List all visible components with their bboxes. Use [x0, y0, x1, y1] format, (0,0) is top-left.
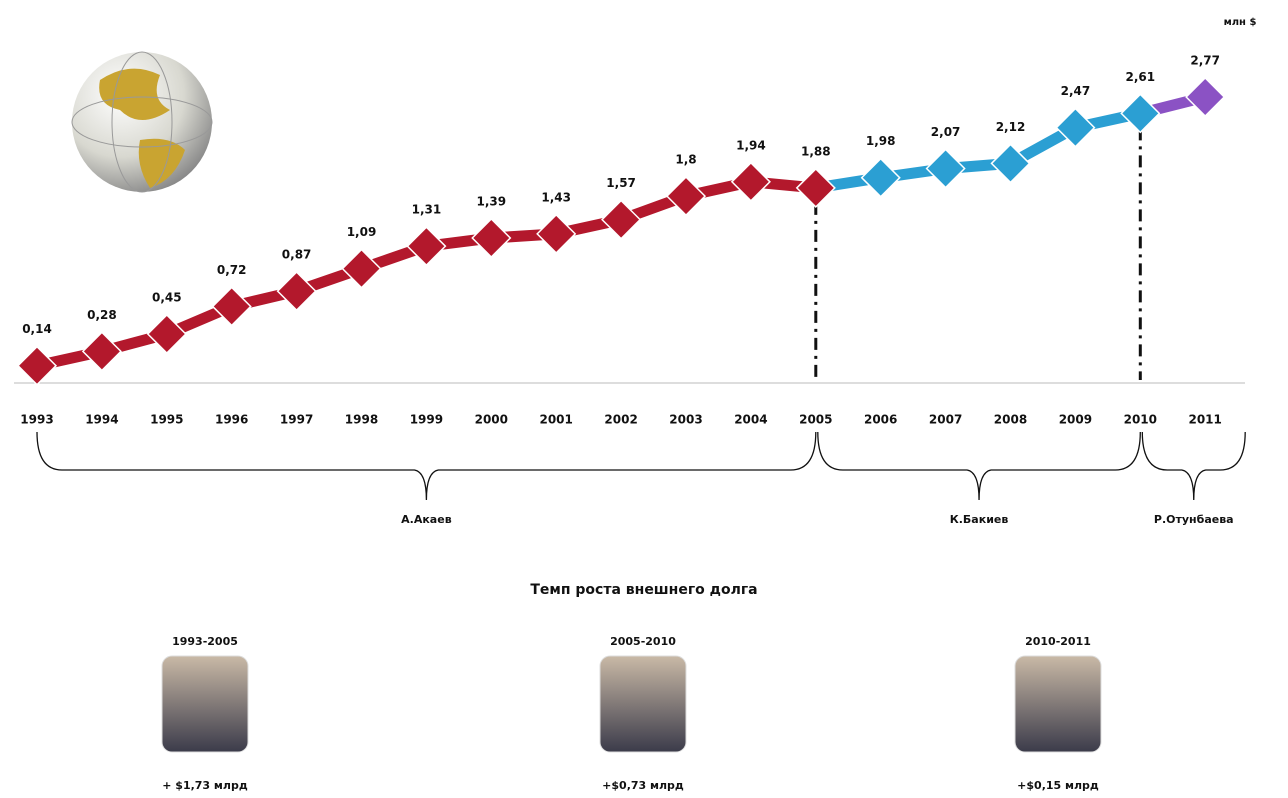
globe-icon — [71, 51, 213, 193]
data-label: 0,28 — [87, 308, 117, 322]
data-label: 1,8 — [675, 153, 696, 167]
data-label: 1,43 — [541, 190, 571, 204]
data-point — [601, 199, 642, 240]
x-tick-label: 1995 — [150, 413, 183, 427]
data-label: 1,39 — [476, 194, 506, 208]
data-point — [146, 313, 187, 355]
data-label: 0,14 — [22, 322, 52, 336]
x-tick-label: 1999 — [410, 413, 443, 427]
data-point — [1055, 107, 1096, 148]
data-label: 2,07 — [931, 125, 961, 139]
x-tick-label: 1997 — [280, 413, 313, 427]
data-point — [730, 161, 771, 202]
data-label: 2,61 — [1125, 70, 1155, 84]
x-tick-label: 2002 — [604, 413, 637, 427]
data-point — [16, 345, 58, 386]
x-tick-label: 2009 — [1059, 413, 1092, 427]
data-point — [1120, 93, 1161, 134]
data-label: 1,09 — [347, 225, 377, 239]
data-label: 0,72 — [217, 263, 247, 277]
summary-period: 2005-2010 — [610, 635, 676, 648]
period-brace — [36, 431, 817, 501]
x-tick-label: 1996 — [215, 413, 248, 427]
data-point — [795, 167, 836, 208]
data-label: 2,77 — [1190, 54, 1220, 68]
data-point — [81, 331, 122, 372]
data-label: 1,94 — [736, 138, 766, 152]
x-tick-label: 2006 — [864, 413, 897, 427]
data-point — [406, 226, 447, 267]
data-point — [471, 217, 512, 259]
x-tick-label: 1993 — [20, 413, 53, 427]
data-point — [341, 248, 382, 289]
data-point — [536, 213, 577, 254]
summary-change: +$0,73 млрд — [602, 779, 684, 792]
data-label: 2,47 — [1061, 84, 1091, 98]
portrait — [599, 655, 687, 753]
x-tick-label: 2007 — [929, 413, 962, 427]
x-tick-label: 2010 — [1124, 413, 1157, 427]
unit-label: млн $ — [1224, 17, 1257, 28]
x-tick-label: 2001 — [539, 413, 572, 427]
data-label: 0,45 — [152, 291, 182, 305]
data-label: 1,57 — [606, 176, 636, 190]
data-point — [276, 271, 317, 312]
x-tick-label: 2008 — [994, 413, 1027, 427]
period-label: А.Акаев — [401, 513, 452, 526]
x-tick-label: 2003 — [669, 413, 702, 427]
data-point — [860, 157, 901, 198]
data-label: 2,12 — [996, 120, 1026, 134]
x-tick-label: 1994 — [85, 413, 118, 427]
period-label: К.Бакиев — [950, 513, 1009, 526]
period-label: Р.Отунбаева — [1154, 513, 1234, 526]
data-label: 1,31 — [412, 203, 442, 217]
data-point — [990, 143, 1031, 184]
period-brace — [1141, 431, 1246, 501]
summary-period: 1993-2005 — [172, 635, 238, 648]
data-label: 1,98 — [866, 134, 896, 148]
x-tick-label: 2005 — [799, 413, 832, 427]
data-point — [211, 286, 252, 327]
summary-change: +$0,15 млрд — [1017, 779, 1099, 792]
summary-title: Темп роста внешнего долга — [530, 582, 757, 598]
summary-change: + $1,73 млрд — [162, 779, 248, 792]
portrait — [1014, 655, 1102, 753]
data-label: 1,88 — [801, 144, 831, 158]
data-label: 0,87 — [282, 248, 312, 262]
data-point — [1185, 76, 1226, 118]
portrait — [161, 655, 249, 753]
summary-period: 2010-2011 — [1025, 635, 1091, 648]
period-brace — [817, 431, 1141, 501]
x-tick-label: 2004 — [734, 413, 767, 427]
x-tick-label: 1998 — [345, 413, 378, 427]
data-point — [925, 148, 966, 189]
data-point — [665, 176, 707, 217]
x-tick-label: 2011 — [1188, 413, 1221, 427]
x-tick-label: 2000 — [475, 413, 508, 427]
